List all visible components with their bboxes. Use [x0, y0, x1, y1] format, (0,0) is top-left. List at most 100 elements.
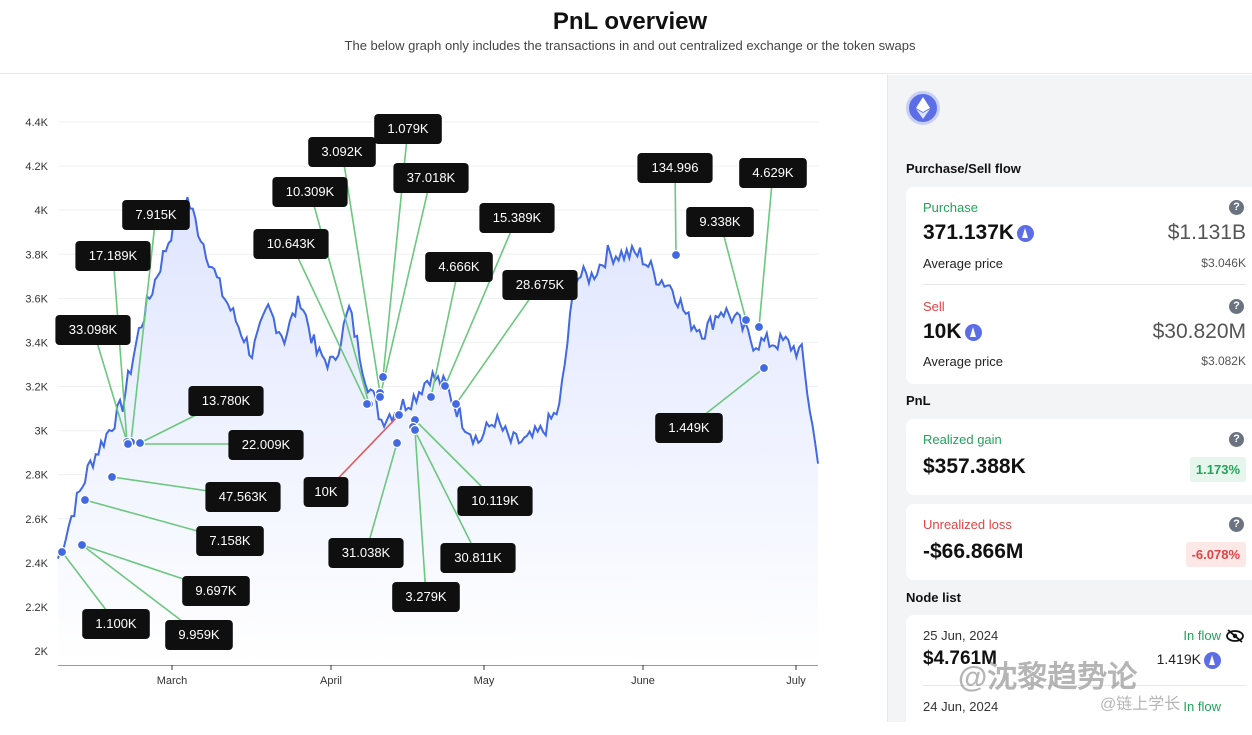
node-point — [56, 546, 68, 558]
sell-label: Sell — [923, 299, 945, 314]
node-label: 10.119K — [471, 493, 519, 508]
y-tick-label: 3.2K — [25, 382, 48, 394]
node-link — [719, 220, 747, 321]
node-point — [450, 398, 462, 410]
node-label-box — [637, 153, 713, 183]
node-amount: 1.419K — [1157, 651, 1221, 669]
page-title: PnL overview — [552, 8, 708, 35]
flow-section-title: Purchase/Sell flow — [906, 161, 1021, 176]
node-label-box — [502, 270, 578, 300]
node-point — [740, 314, 752, 326]
node-point — [409, 424, 421, 436]
node-label: 1.100K — [95, 616, 137, 631]
node-link — [365, 442, 398, 553]
node-point — [106, 471, 118, 483]
y-tick-label: 2.8K — [25, 470, 48, 482]
node-label: 7.158K — [209, 533, 251, 548]
node-link — [112, 254, 128, 443]
node-label-box — [75, 241, 151, 271]
ethereum-icon — [964, 323, 982, 341]
sell-amount: 10K — [923, 320, 982, 344]
node-label: 47.563K — [219, 489, 268, 504]
node-label-box — [205, 482, 281, 512]
node-point — [753, 321, 765, 333]
node-label: 9.338K — [699, 214, 741, 229]
eye-off-icon[interactable] — [1226, 629, 1244, 643]
node-list-title: Node list — [906, 590, 961, 605]
node-point — [134, 437, 146, 449]
help-icon[interactable]: ? — [1229, 432, 1244, 447]
pnl-chart-svg[interactable]: 2K 2.2K 2.4K 2.6K 2.8K 3K 3.2K 3.4K 3.6K 3.8K 4K 4.… — [0, 75, 886, 722]
node-list-card: 25 Jun, 2024 In flow $4.761M 1.419K 24 J… — [906, 615, 1252, 735]
realized-value: $357.388K — [923, 455, 1026, 478]
node-label-box — [188, 386, 264, 416]
y-tick-label: 2.4K — [25, 558, 48, 570]
node-label: 9.697K — [195, 583, 237, 598]
page-subtitle: The below graph only includes the transa… — [344, 38, 916, 53]
watermark: @沈黎趋势论 — [958, 661, 1138, 694]
node-label-box — [196, 526, 264, 556]
node-label: 134.996 — [652, 160, 699, 175]
y-tick-label: 3.8K — [25, 249, 48, 261]
x-tick-label: June — [631, 675, 655, 687]
node-label: 4.629K — [752, 165, 794, 180]
node-point — [374, 391, 386, 403]
unrealized-pct-badge: -6.078% — [1185, 542, 1246, 567]
summary-panel: Purchase/Sell flow Purchase ? 371.137K $… — [887, 75, 1252, 735]
node-label-box — [392, 582, 460, 612]
node-label: 1.079K — [387, 121, 429, 136]
node-link — [341, 150, 381, 394]
node-label: 15.389K — [493, 210, 542, 225]
node-point — [393, 409, 405, 421]
pnl-chart[interactable]: 2K 2.2K 2.4K 2.6K 2.8K 3K 3.2K 3.4K 3.6K 3.8K 4K 4.… — [0, 75, 886, 722]
node-label-box — [122, 200, 190, 230]
node-label: 13.780K — [202, 393, 251, 408]
node-link — [309, 190, 370, 405]
purchase-avg-label: Average price — [923, 256, 1003, 271]
y-tick-label: 3.4K — [25, 337, 48, 349]
node-label: 3.279K — [405, 589, 447, 604]
node-label: 17.189K — [89, 248, 138, 263]
node-point — [425, 391, 437, 403]
y-tick-label: 2.2K — [25, 602, 48, 614]
node-label-box — [182, 576, 250, 606]
page-header: PnL overview The below graph only includ… — [0, 0, 1252, 74]
help-icon[interactable]: ? — [1229, 299, 1244, 314]
node-link — [379, 176, 432, 398]
node-point — [76, 539, 88, 551]
node-label-box — [393, 163, 469, 193]
node-link — [430, 265, 460, 398]
y-tick-label: 3K — [35, 426, 49, 438]
unrealized-card: Unrealized loss ? -$66.866M -6.078% — [906, 504, 1252, 580]
node-usd: $4.761M — [923, 648, 997, 669]
node-link — [758, 171, 774, 328]
node-point — [670, 249, 682, 261]
node-label-box — [655, 413, 723, 443]
help-icon[interactable]: ? — [1229, 517, 1244, 532]
node-label: 31.038K — [342, 545, 391, 560]
x-tick-label: July — [786, 675, 806, 687]
node-label-box — [165, 620, 233, 650]
node-label: 30.811K — [454, 550, 502, 565]
node-label: 3.092K — [321, 144, 363, 159]
unrealized-label: Unrealized loss — [923, 517, 1012, 532]
node-label: 22.009K — [242, 437, 291, 452]
x-tick-label: May — [474, 675, 495, 687]
y-tick-label: 4.2K — [25, 161, 48, 173]
purchase-label: Purchase — [923, 200, 978, 215]
node-label-box — [739, 158, 807, 188]
realized-pct-badge: 1.173% — [1189, 457, 1246, 482]
node-point — [391, 437, 403, 449]
node-date: 24 Jun, 2024 — [923, 699, 999, 714]
realized-label: Realized gain — [923, 432, 1002, 447]
y-tick-label: 2K — [35, 646, 49, 658]
sell-avg-label: Average price — [923, 354, 1003, 369]
node-link — [455, 283, 541, 405]
node-label: 10.643K — [267, 236, 316, 251]
node-label-box — [253, 229, 329, 259]
help-icon[interactable]: ? — [1229, 200, 1244, 215]
node-label-box — [272, 177, 348, 207]
node-label-box — [308, 137, 376, 167]
purchase-amount: 371.137K — [923, 221, 1035, 245]
node-label: 4.666K — [438, 259, 480, 274]
